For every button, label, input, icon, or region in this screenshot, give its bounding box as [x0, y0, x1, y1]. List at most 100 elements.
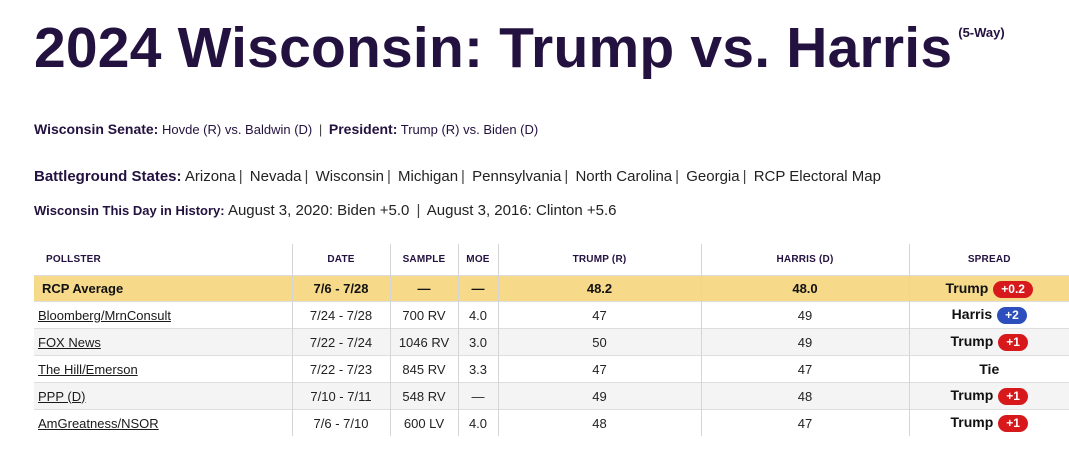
senate-label: Wisconsin Senate: — [34, 121, 159, 137]
spread-cell: Trump +1 — [908, 409, 1069, 436]
harris-cell: 47 — [700, 409, 909, 436]
spread-leader: Trump — [950, 333, 994, 349]
pollster-cell: RCP Average — [34, 275, 292, 302]
sample-cell: 845 RV — [389, 355, 458, 383]
history-link-2020[interactable]: August 3, 2020: Biden +5.0 — [227, 202, 410, 219]
date-cell: 7/10 - 7/11 — [291, 382, 390, 410]
separator: | — [238, 168, 243, 185]
header-harris[interactable]: HARRIS (D) — [700, 244, 909, 276]
table-row: PPP (D) 7/10 - 7/11 548 RV — 49 48 Trump… — [34, 382, 1069, 410]
spread-cell: Trump +0.2 — [908, 275, 1069, 302]
history-link-2016[interactable]: August 3, 2016: Clinton +5.6 — [426, 202, 617, 219]
separator: | — [416, 202, 421, 219]
state-link-georgia[interactable]: Georgia — [686, 168, 740, 185]
spread-badge: +2 — [997, 307, 1027, 324]
header-pollster[interactable]: POLLSTER — [46, 254, 101, 265]
trump-cell: 47 — [497, 355, 701, 383]
pollster-cell: Bloomberg/MrnConsult — [34, 301, 292, 329]
moe-cell: 4.0 — [457, 301, 498, 329]
spread-cell: Harris +2 — [908, 301, 1069, 329]
pollster-link[interactable]: PPP (D) — [38, 388, 86, 404]
table-header-row: POLLSTER DATE SAMPLE MOE TRUMP (R) HARRI… — [34, 244, 1069, 276]
spread-badge: +1 — [998, 388, 1028, 405]
sample-cell: — — [389, 275, 458, 302]
separator: | — [742, 168, 747, 185]
header-trump[interactable]: TRUMP (R) — [497, 244, 701, 276]
rcp-average-row: RCP Average 7/6 - 7/28 — — 48.2 48.0 Tru… — [34, 275, 1069, 302]
state-link-nevada[interactable]: Nevada — [249, 168, 302, 185]
president-race-link[interactable]: Trump (R) vs. Biden (D) — [400, 122, 539, 137]
sample-cell: 700 RV — [389, 301, 458, 329]
separator: | — [564, 168, 569, 185]
page-title: 2024 Wisconsin: Trump vs. Harris (5-Way) — [34, 4, 1014, 77]
battleground-states: Battleground States: Arizona | Nevada | Wi… — [34, 168, 881, 185]
header-sample[interactable]: SAMPLE — [389, 244, 458, 276]
moe-cell: 3.0 — [457, 328, 498, 356]
trump-cell: 50 — [497, 328, 701, 356]
state-link-wisconsin[interactable]: Wisconsin — [315, 168, 384, 185]
spread-leader: Tie — [979, 361, 1000, 377]
separator: | — [675, 168, 680, 185]
harris-cell: 49 — [700, 301, 909, 329]
table-row: AmGreatness/NSOR 7/6 - 7/10 600 LV 4.0 4… — [34, 409, 1069, 436]
pollster-link[interactable]: AmGreatness/NSOR — [38, 415, 159, 431]
date-cell: 7/22 - 7/24 — [291, 328, 390, 356]
battleground-label: Battleground States: — [34, 168, 182, 185]
pollster-cell: The Hill/Emerson — [34, 355, 292, 383]
moe-cell: 4.0 — [457, 409, 498, 436]
pollster-link[interactable]: The Hill/Emerson — [38, 361, 138, 377]
state-link-michigan[interactable]: Michigan — [398, 168, 459, 185]
harris-cell: 49 — [700, 328, 909, 356]
moe-cell: 3.3 — [457, 355, 498, 383]
table-row: The Hill/Emerson 7/22 - 7/23 845 RV 3.3 … — [34, 355, 1069, 383]
this-day-in-history: Wisconsin This Day in History: August 3,… — [34, 202, 617, 219]
state-link-north-carolina[interactable]: North Carolina — [575, 168, 673, 185]
sample-cell: 600 LV — [389, 409, 458, 436]
header-spread[interactable]: SPREAD — [908, 244, 1069, 276]
trump-cell: 48 — [497, 409, 701, 436]
page-title-text: 2024 Wisconsin: Trump vs. Harris — [34, 16, 953, 80]
separator: | — [304, 168, 309, 185]
separator: | — [461, 168, 465, 185]
table-row: FOX News 7/22 - 7/24 1046 RV 3.0 50 49 T… — [34, 328, 1069, 356]
state-link-arizona[interactable]: Arizona — [184, 168, 236, 185]
history-label: Wisconsin This Day in History: — [34, 203, 225, 218]
senate-race-link[interactable]: Hovde (R) vs. Baldwin (D) — [161, 122, 313, 137]
date-cell: 7/6 - 7/28 — [291, 275, 390, 302]
header-moe[interactable]: MOE — [457, 244, 498, 276]
spread-leader: Trump — [950, 414, 994, 430]
trump-cell: 49 — [497, 382, 701, 410]
separator: | — [318, 122, 323, 137]
spread-cell: Trump +1 — [908, 328, 1069, 356]
trump-cell: 47 — [497, 301, 701, 329]
separator: | — [386, 168, 391, 185]
pollster-cell: FOX News — [34, 328, 292, 356]
spread-badge: +1 — [998, 415, 1028, 432]
spread-leader: Trump — [950, 387, 994, 403]
pollster-link[interactable]: Bloomberg/MrnConsult — [38, 307, 171, 323]
harris-cell: 48.0 — [700, 275, 909, 302]
polls-table: POLLSTER DATE SAMPLE MOE TRUMP (R) HARRI… — [34, 244, 1069, 436]
state-link-pennsylvania[interactable]: Pennsylvania — [472, 168, 562, 185]
spread-badge: +0.2 — [993, 280, 1033, 298]
spread-cell: Trump +1 — [908, 382, 1069, 410]
spread-leader: Trump — [945, 279, 989, 296]
table-row: Bloomberg/MrnConsult 7/24 - 7/28 700 RV … — [34, 301, 1069, 329]
spread-leader: Harris — [951, 306, 993, 322]
sample-cell: 548 RV — [389, 382, 458, 410]
related-races: Wisconsin Senate: Hovde (R) vs. Baldwin … — [34, 121, 538, 137]
electoral-map-link[interactable]: RCP Electoral Map — [753, 168, 881, 185]
spread-cell: Tie — [908, 355, 1069, 383]
date-cell: 7/22 - 7/23 — [291, 355, 390, 383]
sample-cell: 1046 RV — [389, 328, 458, 356]
pollster-link[interactable]: FOX News — [38, 334, 101, 350]
moe-cell: — — [457, 382, 498, 410]
race-type-tag: (5-Way) — [958, 25, 1005, 40]
president-label: President: — [328, 121, 398, 137]
pollster-cell: AmGreatness/NSOR — [34, 409, 292, 436]
harris-cell: 48 — [700, 382, 909, 410]
header-date[interactable]: DATE — [291, 244, 390, 276]
date-cell: 7/6 - 7/10 — [291, 409, 390, 436]
date-cell: 7/24 - 7/28 — [291, 301, 390, 329]
spread-badge: +1 — [998, 334, 1028, 351]
